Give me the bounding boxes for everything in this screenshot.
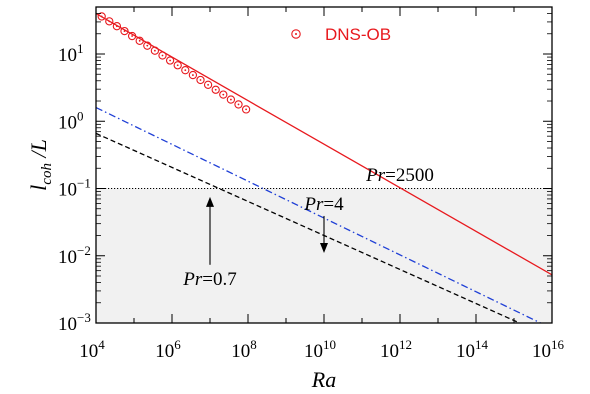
shaded-region-group — [96, 188, 552, 323]
y-tick-exponent-1: −2 — [77, 243, 91, 258]
x-tick-exponent-5: 14 — [475, 337, 489, 352]
marker-dot-6 — [146, 44, 149, 47]
marker-dot-3 — [123, 30, 126, 33]
x-tick-label-0: 104 — [79, 337, 105, 362]
marker-dot-10 — [176, 64, 179, 67]
y-axis-title-l: l — [26, 185, 51, 191]
marker-0 — [97, 12, 106, 21]
annotation-value-2: =0.7 — [202, 269, 236, 290]
legend-marker-dot — [295, 33, 297, 35]
annotation-0: Pr=2500 — [365, 165, 434, 186]
x-tick-exponent-6: 16 — [551, 337, 565, 352]
legend: DNS-OB — [291, 25, 391, 44]
y-axis-title: lcoh /L — [26, 139, 55, 191]
x-tick-label-5: 1014 — [456, 337, 489, 362]
marker-19 — [241, 105, 251, 114]
marker-dot-12 — [192, 74, 194, 76]
annotation-pr-0: Pr — [365, 165, 386, 186]
marker-dot-17 — [230, 98, 232, 101]
marker-dot-1 — [108, 20, 111, 23]
y-tick-label-4: 101 — [58, 41, 84, 66]
x-axis-title: Ra — [311, 367, 336, 392]
annotation-arrowhead-2 — [206, 196, 214, 207]
y-tick-label-2: 10−1 — [58, 176, 91, 201]
y-tick-exponent-4: 1 — [77, 41, 84, 56]
y-tick-exponent-2: −1 — [77, 176, 91, 191]
tick-labels-group: 104 106 108 1010 1012 1014 101610−310−210−1100… — [58, 41, 565, 362]
x-tick-label-6: 1016 — [532, 337, 565, 362]
x-tick-exponent-4: 12 — [399, 337, 412, 352]
annotation-arrowhead-1 — [320, 242, 328, 253]
marker-dot-19 — [245, 108, 248, 111]
x-tick-label-4: 1012 — [380, 337, 412, 362]
marker-1 — [105, 17, 114, 26]
x-tick-exponent-3: 10 — [323, 337, 336, 352]
marker-dot-8 — [161, 54, 164, 57]
annotation-1: Pr=4 — [303, 194, 344, 215]
y-axis-title-sub: coh — [39, 163, 55, 185]
marker-17 — [226, 95, 236, 104]
x-tick-label-3: 1010 — [304, 337, 336, 362]
marker-7 — [150, 46, 160, 55]
marker-dot-11 — [184, 69, 187, 72]
marker-11 — [181, 66, 190, 75]
y-tick-label-0: 10−3 — [58, 310, 91, 335]
marker-10 — [173, 61, 182, 70]
x-tick-exponent-0: 4 — [98, 337, 105, 352]
legend-marker — [291, 29, 301, 39]
x-tick-exponent-2: 8 — [250, 337, 257, 352]
marker-4 — [127, 31, 137, 41]
y-tick-exponent-0: −3 — [77, 310, 91, 325]
marker-dot-13 — [199, 79, 202, 81]
marker-18 — [234, 100, 243, 109]
y-axis-title-rest: /L — [26, 139, 51, 163]
marker-dot-18 — [237, 103, 240, 106]
marker-dot-9 — [169, 59, 172, 62]
annotation-2: Pr=0.7 — [182, 269, 236, 290]
annotation-pr-2: Pr — [182, 269, 203, 290]
legend-label: DNS-OB — [325, 25, 391, 44]
marker-2 — [112, 22, 122, 31]
annotation-value-1: =4 — [323, 194, 344, 215]
x-tick-exponent-1: 6 — [174, 337, 181, 352]
marker-dot-7 — [153, 49, 156, 52]
marker-16 — [219, 90, 228, 99]
marker-dot-15 — [214, 88, 217, 91]
markers-group — [97, 12, 251, 114]
marker-9 — [165, 56, 175, 65]
y-tick-label-3: 100 — [58, 108, 84, 133]
marker-14 — [203, 80, 213, 89]
shaded-region — [96, 188, 552, 323]
plot-frame — [95, 6, 553, 324]
x-tick-label-2: 108 — [231, 337, 257, 362]
marker-5 — [135, 36, 144, 45]
marker-8 — [158, 51, 167, 60]
marker-6 — [143, 41, 152, 50]
marker-12 — [188, 70, 198, 80]
y-tick-exponent-3: 0 — [77, 108, 84, 123]
marker-dot-4 — [131, 35, 133, 37]
marker-13 — [196, 75, 205, 85]
marker-dot-5 — [138, 39, 141, 42]
marker-dot-2 — [115, 25, 118, 28]
x-tick-label-1: 106 — [155, 337, 181, 362]
marker-dot-0 — [100, 15, 103, 18]
series-line-2 — [96, 106, 541, 323]
marker-dot-14 — [207, 83, 210, 86]
marker-dot-16 — [222, 93, 225, 96]
series-line-3 — [96, 132, 520, 323]
y-tick-label-1: 10−2 — [58, 243, 91, 268]
marker-15 — [211, 85, 220, 94]
marker-3 — [120, 26, 129, 36]
annotation-value-0: =2500 — [385, 165, 434, 186]
annotation-pr-1: Pr — [303, 194, 324, 215]
